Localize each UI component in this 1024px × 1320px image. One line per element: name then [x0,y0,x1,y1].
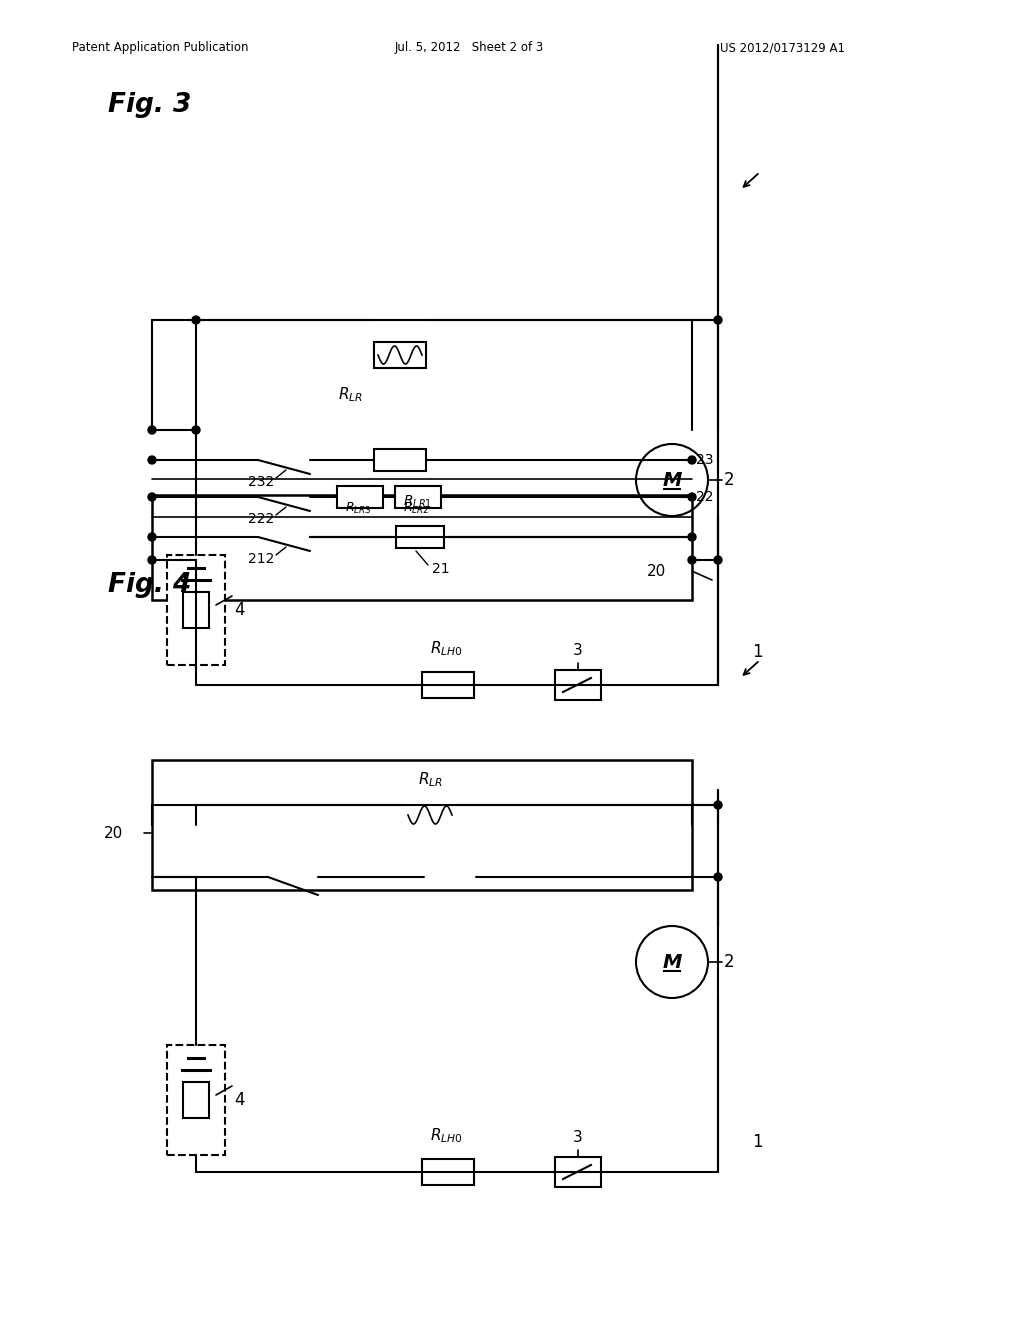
Circle shape [714,873,722,880]
Circle shape [148,533,156,541]
Circle shape [688,492,696,502]
Text: 2: 2 [724,953,734,972]
Circle shape [148,556,156,564]
Circle shape [688,455,696,465]
Bar [167,1045,225,1155]
Text: $R_{LH0}$: $R_{LH0}$ [430,639,463,657]
Text: 2: 2 [724,471,734,488]
Bar [422,672,474,698]
Text: $R_{LR1}$: $R_{LR1}$ [403,494,432,510]
Text: $R_{LH0}$: $R_{LH0}$ [430,1126,463,1144]
Text: 232: 232 [248,475,274,488]
Text: 21: 21 [432,562,450,576]
Bar [183,591,209,628]
Text: 22: 22 [696,490,714,504]
Text: Jul. 5, 2012   Sheet 2 of 3: Jul. 5, 2012 Sheet 2 of 3 [395,41,544,54]
Text: 1: 1 [752,643,763,661]
Bar [374,449,426,471]
Text: 4: 4 [234,1092,245,1109]
Text: Patent Application Publication: Patent Application Publication [72,41,249,54]
Text: Fig. 4: Fig. 4 [108,572,191,598]
Circle shape [148,455,156,465]
Text: $R_{LR2}$: $R_{LR2}$ [402,502,429,516]
Text: 20: 20 [647,565,667,579]
Bar [424,865,476,890]
Circle shape [193,426,200,434]
Text: $R_{LR3}$: $R_{LR3}$ [345,502,372,516]
Circle shape [714,801,722,809]
Text: 23: 23 [696,453,714,467]
Circle shape [148,492,156,502]
Bar [337,486,383,508]
Bar [395,486,441,508]
Text: $R_{LR}$: $R_{LR}$ [338,385,362,404]
Text: 222: 222 [248,512,274,525]
Circle shape [688,556,696,564]
Bar [422,1159,474,1185]
Circle shape [714,556,722,564]
Circle shape [688,533,696,541]
Text: 1: 1 [752,1133,763,1151]
Bar [555,1158,601,1187]
Text: M: M [663,470,682,490]
Circle shape [193,315,200,323]
Text: $R_{LR}$: $R_{LR}$ [418,771,442,789]
Bar [374,342,426,368]
Bar [152,495,692,601]
Circle shape [148,426,156,434]
Circle shape [714,315,722,323]
Text: Fig. 3: Fig. 3 [108,92,191,117]
Bar [152,760,692,890]
Bar [183,1082,209,1118]
Bar [404,803,456,828]
Bar [555,671,601,700]
Bar [396,525,444,548]
Text: 212: 212 [248,552,274,566]
Text: 4: 4 [234,601,245,619]
Bar [167,554,225,665]
Text: US 2012/0173129 A1: US 2012/0173129 A1 [720,41,845,54]
Text: M: M [663,953,682,972]
Text: 20: 20 [104,825,123,841]
Text: 3: 3 [573,643,583,657]
Text: 3: 3 [573,1130,583,1144]
